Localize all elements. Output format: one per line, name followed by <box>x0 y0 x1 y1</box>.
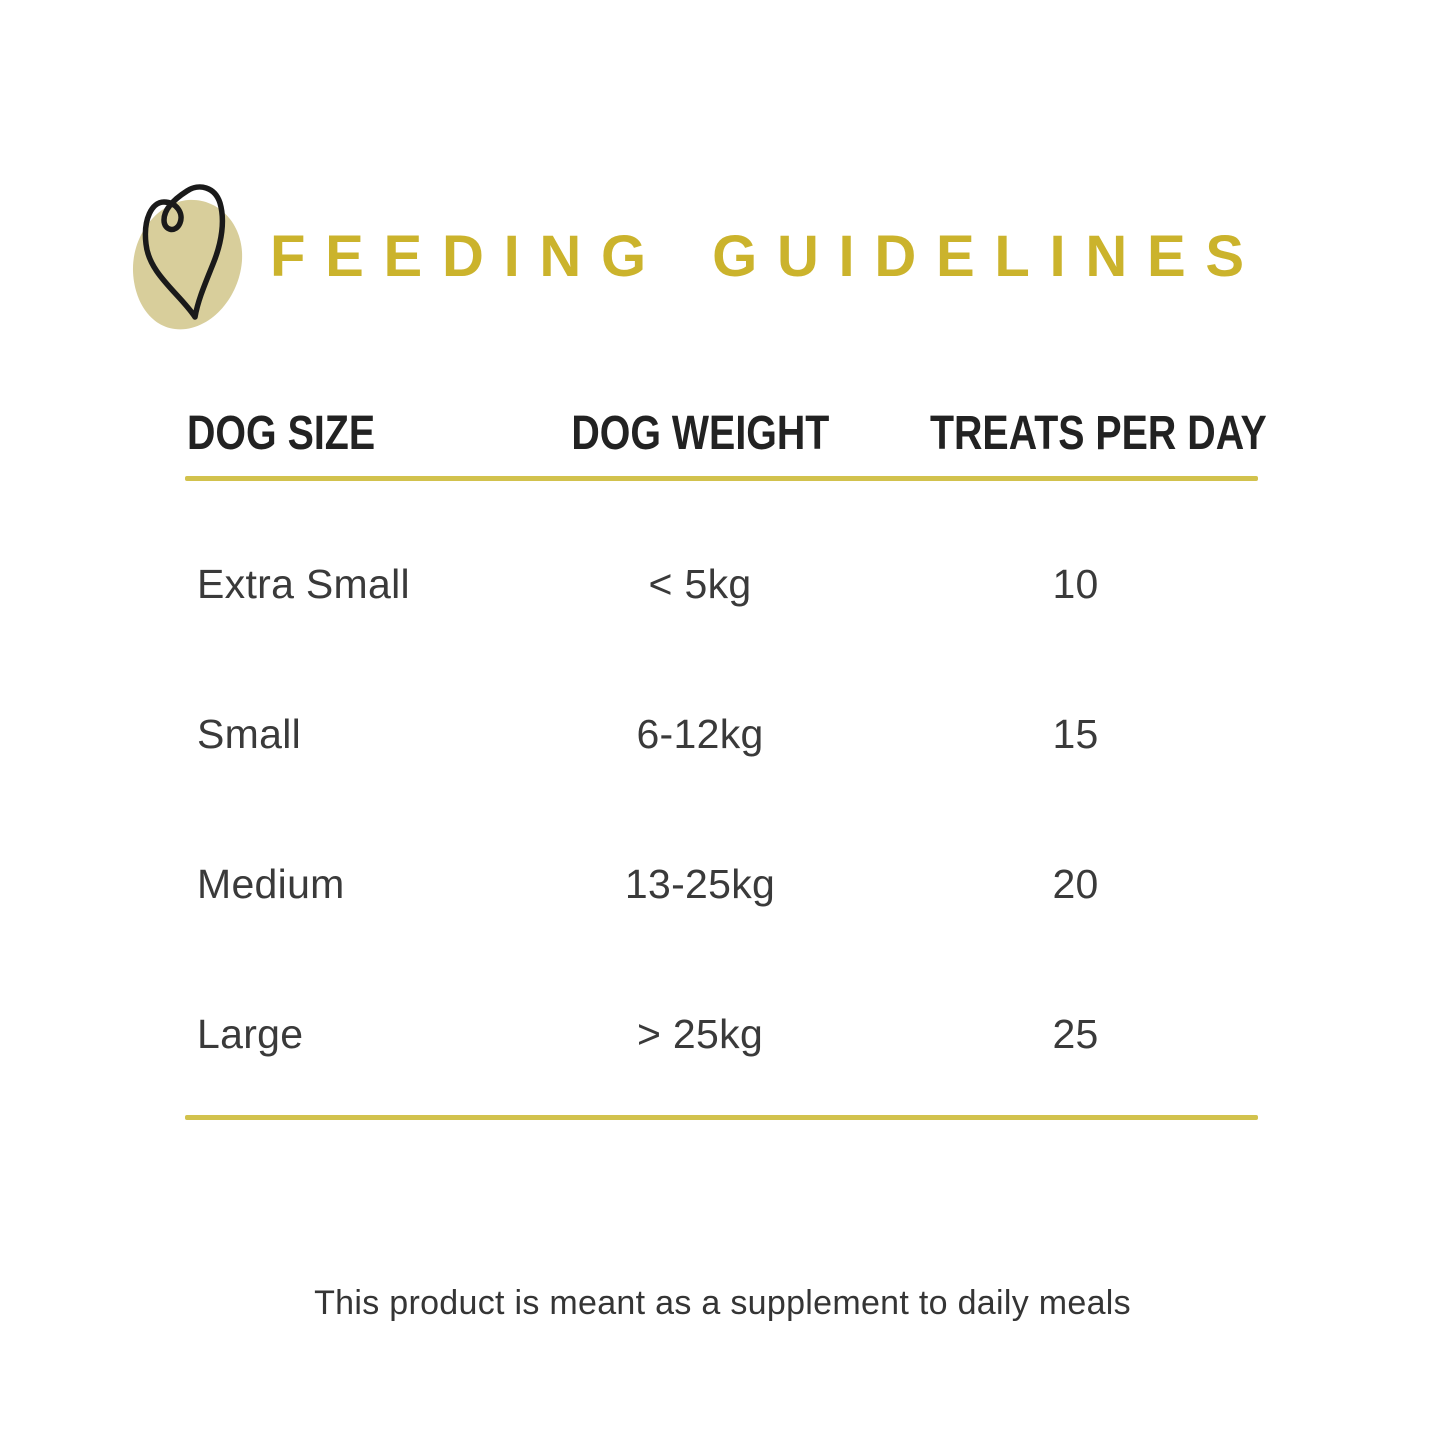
table-body: Extra Small < 5kg 10 Small 6-12kg 15 Med… <box>185 481 1258 1109</box>
column-header-dog-size: DOG SIZE <box>185 406 507 461</box>
supplement-note: This product is meant as a supplement to… <box>314 1284 1131 1322</box>
dog-weight-cell: 6-12kg <box>636 710 764 757</box>
dog-size-cell: Small <box>197 710 302 757</box>
khaki-blob-shape <box>132 199 243 330</box>
column-header-treats-per-day-label: TREATS PER DAY <box>930 407 1267 460</box>
feeding-table: DOG SIZE DOG WEIGHT TREATS PER DAY Extra… <box>185 406 1267 1120</box>
treats-cell: 20 <box>1052 860 1099 907</box>
dog-weight-cell: > 25kg <box>637 1010 764 1057</box>
table-row: Medium 13-25kg 20 <box>185 809 1258 959</box>
table-header-row: DOG SIZE DOG WEIGHT TREATS PER DAY <box>185 406 1267 460</box>
heart-scribble-icon <box>132 184 243 330</box>
column-header-dog-weight: DOG WEIGHT <box>507 406 893 461</box>
dog-weight-cell: 13-25kg <box>624 860 776 907</box>
column-header-dog-weight-label: DOG WEIGHT <box>571 407 830 460</box>
dog-size-cell: Medium <box>197 860 345 907</box>
header-divider-line <box>185 476 1258 481</box>
dog-weight-cell: < 5kg <box>648 560 752 607</box>
dog-size-cell: Large <box>197 1010 304 1057</box>
treats-cell: 10 <box>1052 560 1099 607</box>
column-header-dog-size-label: DOG SIZE <box>187 407 376 460</box>
table-row: Small 6-12kg 15 <box>185 659 1258 809</box>
brand-heart-logo <box>126 172 256 337</box>
column-header-treats-per-day: TREATS PER DAY <box>893 406 1267 461</box>
treats-cell: 25 <box>1052 1010 1099 1057</box>
table-row: Extra Small < 5kg 10 <box>185 509 1258 659</box>
heart-outline <box>142 184 226 320</box>
table-bottom-line <box>185 1115 1258 1120</box>
table-row: Large > 25kg 25 <box>185 959 1258 1109</box>
dog-size-cell: Extra Small <box>197 560 410 607</box>
treats-cell: 15 <box>1052 710 1099 757</box>
page-title: FEEDING GUIDELINES <box>270 224 1264 289</box>
